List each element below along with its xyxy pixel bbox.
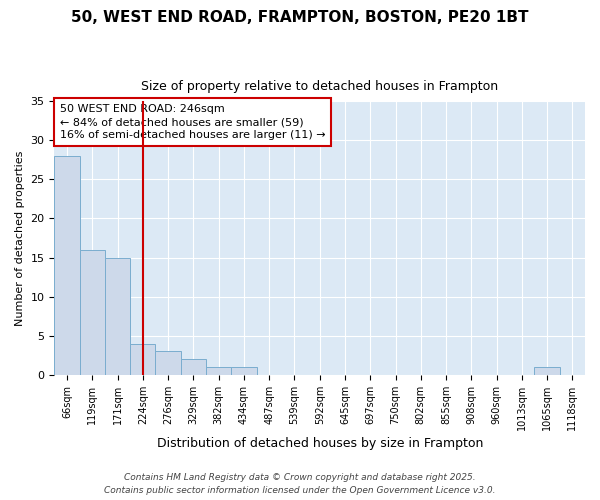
- Bar: [535, 367, 560, 375]
- Bar: [105, 258, 130, 375]
- Y-axis label: Number of detached properties: Number of detached properties: [15, 150, 25, 326]
- Text: Contains HM Land Registry data © Crown copyright and database right 2025.
Contai: Contains HM Land Registry data © Crown c…: [104, 474, 496, 495]
- Text: 50 WEST END ROAD: 246sqm
← 84% of detached houses are smaller (59)
16% of semi-d: 50 WEST END ROAD: 246sqm ← 84% of detach…: [60, 104, 325, 140]
- Bar: [181, 360, 206, 375]
- Bar: [231, 367, 257, 375]
- Title: Size of property relative to detached houses in Frampton: Size of property relative to detached ho…: [141, 80, 498, 93]
- Bar: [130, 344, 155, 375]
- Bar: [55, 156, 80, 375]
- Bar: [206, 367, 231, 375]
- X-axis label: Distribution of detached houses by size in Frampton: Distribution of detached houses by size …: [157, 437, 483, 450]
- Text: 50, WEST END ROAD, FRAMPTON, BOSTON, PE20 1BT: 50, WEST END ROAD, FRAMPTON, BOSTON, PE2…: [71, 10, 529, 25]
- Bar: [80, 250, 105, 375]
- Bar: [155, 352, 181, 375]
